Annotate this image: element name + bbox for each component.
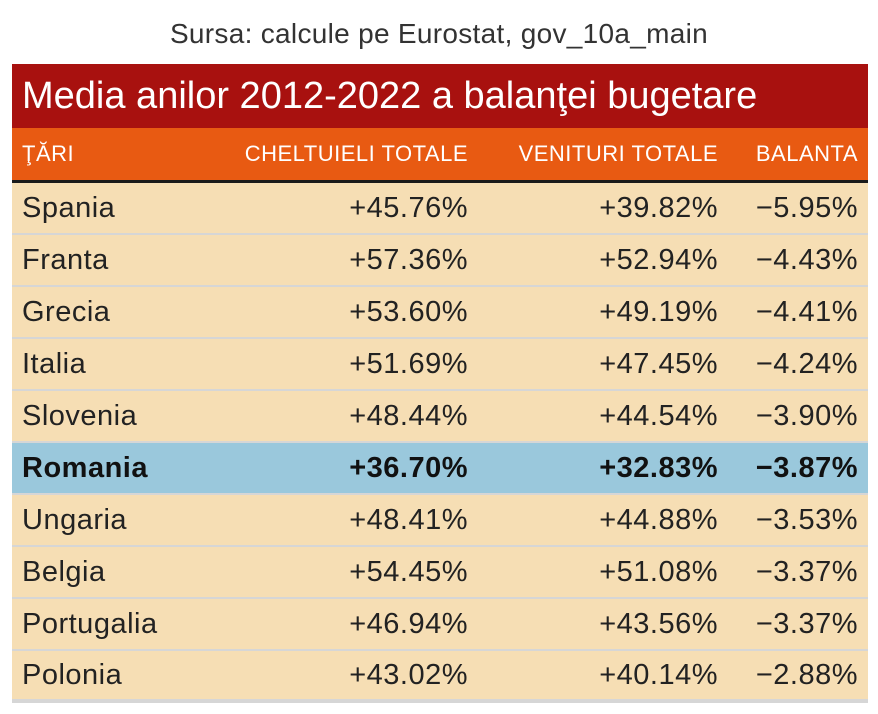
table-body: Spania +45.76% +39.82% −5.95% Franta +57.36% +… bbox=[12, 183, 868, 703]
cell-revenue: +47.45% bbox=[599, 347, 718, 380]
cell-country: Ungaria bbox=[22, 503, 128, 536]
cell-expenditure: +43.02% bbox=[349, 658, 468, 691]
cell-country: Polonia bbox=[22, 658, 123, 691]
cell-balance: −4.43% bbox=[755, 243, 858, 276]
cell-balance: −3.87% bbox=[755, 451, 858, 484]
cell-expenditure: +53.60% bbox=[349, 295, 468, 328]
cell-revenue: +52.94% bbox=[599, 243, 718, 276]
cell-revenue: +40.14% bbox=[599, 658, 718, 691]
cell-balance: −4.41% bbox=[755, 295, 858, 328]
table-row: Ungaria +48.41% +44.88% −3.53% bbox=[12, 495, 868, 547]
cell-revenue: +44.88% bbox=[599, 503, 718, 536]
table-row: Franta +57.36% +52.94% −4.43% bbox=[12, 235, 868, 287]
cell-revenue: +44.54% bbox=[599, 399, 718, 432]
cell-expenditure: +57.36% bbox=[349, 243, 468, 276]
cell-revenue: +51.08% bbox=[599, 555, 718, 588]
column-header-balance: BALANTA bbox=[755, 141, 858, 166]
table-row: Grecia +53.60% +49.19% −4.41% bbox=[12, 287, 868, 339]
cell-revenue: +43.56% bbox=[599, 607, 718, 640]
cell-balance: −3.37% bbox=[755, 607, 858, 640]
table-row: Slovenia +48.44% +44.54% −3.90% bbox=[12, 391, 868, 443]
cell-revenue: +32.83% bbox=[599, 451, 718, 484]
cell-balance: −5.95% bbox=[755, 191, 858, 224]
cell-country: Spania bbox=[22, 191, 116, 224]
cell-expenditure: +45.76% bbox=[349, 191, 468, 224]
cell-country: Slovenia bbox=[22, 399, 138, 432]
cell-balance: −2.88% bbox=[755, 658, 858, 691]
cell-revenue: +39.82% bbox=[599, 191, 718, 224]
cell-balance: −4.24% bbox=[755, 347, 858, 380]
table-row: Portugalia +46.94% +43.56% −3.37% bbox=[12, 599, 868, 651]
table-row: Italia +51.69% +47.45% −4.24% bbox=[12, 339, 868, 391]
cell-country: Franta bbox=[22, 243, 109, 276]
cell-expenditure: +48.41% bbox=[349, 503, 468, 536]
cell-country: Romania bbox=[22, 451, 148, 484]
cell-country: Italia bbox=[22, 347, 87, 380]
table-row-highlighted: Romania +36.70% +32.83% −3.87% bbox=[12, 443, 868, 495]
budget-balance-table: Media anilor 2012-2022 a balanţei bugeta… bbox=[12, 64, 868, 703]
table-row: Polonia +43.02% +40.14% −2.88% bbox=[12, 651, 868, 703]
table-header: ŢĂRI CHELTUIELI TOTALE VENITURI TOTALE B… bbox=[12, 128, 868, 183]
cell-expenditure: +36.70% bbox=[349, 451, 468, 484]
table-row: Spania +45.76% +39.82% −5.95% bbox=[12, 183, 868, 235]
cell-balance: −3.37% bbox=[755, 555, 858, 588]
cell-expenditure: +46.94% bbox=[349, 607, 468, 640]
cell-revenue: +49.19% bbox=[599, 295, 718, 328]
cell-balance: −3.53% bbox=[755, 503, 858, 536]
table-row: Belgia +54.45% +51.08% −3.37% bbox=[12, 547, 868, 599]
column-header-revenue: VENITURI TOTALE bbox=[518, 141, 718, 166]
source-note: Sursa: calcule pe Eurostat, gov_10a_main bbox=[169, 18, 709, 49]
table-title: Media anilor 2012-2022 a balanţei bugeta… bbox=[12, 64, 868, 128]
column-header-countries: ŢĂRI bbox=[22, 141, 75, 166]
cell-expenditure: +48.44% bbox=[349, 399, 468, 432]
cell-expenditure: +51.69% bbox=[349, 347, 468, 380]
cell-expenditure: +54.45% bbox=[349, 555, 468, 588]
cell-country: Grecia bbox=[22, 295, 111, 328]
cell-country: Portugalia bbox=[22, 607, 158, 640]
cell-country: Belgia bbox=[22, 555, 106, 588]
cell-balance: −3.90% bbox=[755, 399, 858, 432]
column-header-expenditure: CHELTUIELI TOTALE bbox=[244, 141, 468, 166]
